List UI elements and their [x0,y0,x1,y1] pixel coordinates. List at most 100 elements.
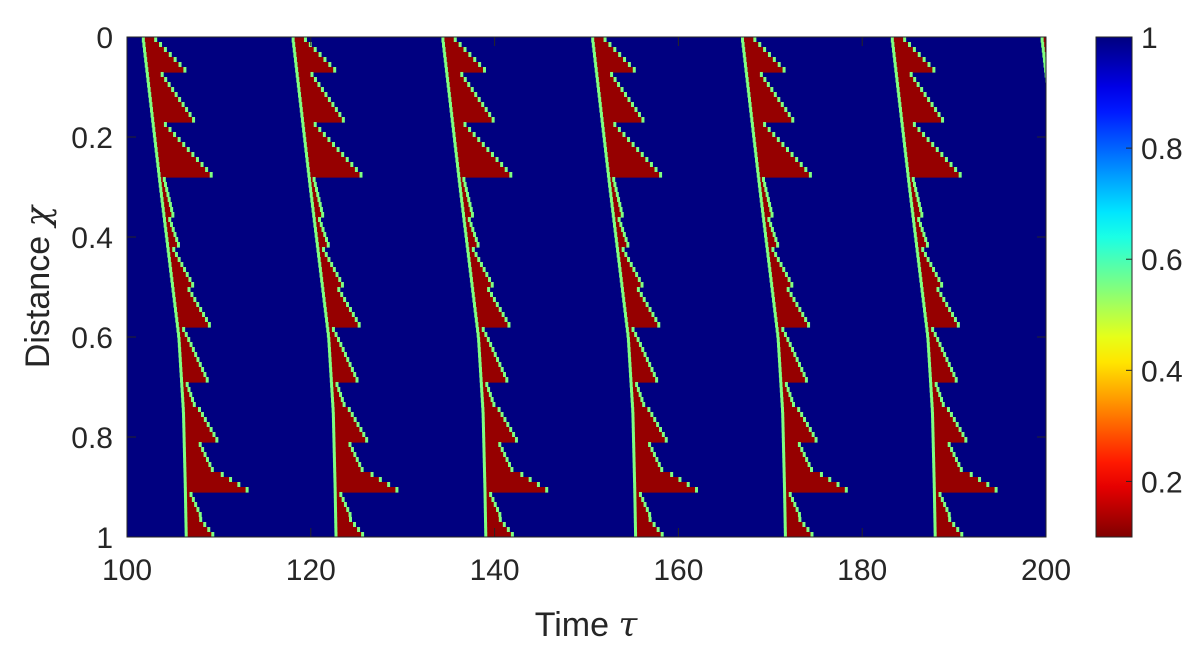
wave-cell [747,72,761,78]
wave-cell [749,92,775,98]
wave-cell [473,287,489,293]
wave-front-edge [293,57,297,63]
wave-front-edge [629,387,633,393]
wave-front-edge [782,477,786,483]
wave-cell [316,227,323,233]
wave-front-edge [782,457,786,463]
wave-cell [336,532,363,537]
wave-back-edge [347,407,351,413]
wave-back-edge [635,382,639,388]
wave-front-edge [151,117,155,123]
wave-cell [161,192,168,198]
wave-cell [757,162,801,168]
wave-front-edge [478,362,482,368]
wave-front-edge [1076,337,1079,343]
wave-front-edge [453,142,457,148]
wave-front-edge [149,107,153,113]
wave-cell [179,332,186,338]
wave-cell [1075,307,1099,313]
wave-front-edge [1081,412,1084,418]
wave-back-edge [798,517,802,523]
wave-cell [331,367,352,373]
wave-cell [898,82,918,88]
wave-front-edge [482,457,486,463]
wave-front-edge [929,392,933,398]
wave-front-edge [933,532,937,537]
wave-cell [784,467,811,473]
wave-front-edge [932,457,936,463]
wave-cell [167,237,177,243]
wave-front-edge [591,42,595,48]
wave-cell [1052,117,1092,123]
wave-back-edge [488,112,492,118]
wave-back-edge [509,172,513,178]
wave-front-edge [307,172,311,178]
wave-back-edge [920,227,924,233]
wave-front-edge [483,497,487,503]
wave-front-edge [770,287,774,293]
wave-cell [935,522,954,528]
wave-cell [745,57,774,63]
wave-cell [186,512,200,518]
wave-back-edge [482,267,486,273]
wave-back-edge [175,237,179,243]
wave-back-edge [612,177,616,183]
wave-back-edge [945,357,949,363]
wave-back-edge [478,62,482,68]
wave-back-edge [643,352,647,358]
wave-front-edge [1077,342,1080,348]
wave-front-edge [928,362,932,368]
wave-front-edge [628,357,632,363]
wave-front-edge [480,392,484,398]
wave-front-edge [632,472,636,478]
wave-back-edge [642,402,646,408]
wave-back-edge [202,312,206,318]
wave-cell [928,337,938,343]
wave-back-edge [686,482,690,488]
wave-back-edge [772,57,776,63]
colorbar-axis: 0.20.40.60.81 [1126,22,1183,499]
wave-back-edge [1091,347,1094,353]
wave-front-edge [604,152,608,158]
wave-back-edge [319,222,323,228]
wave-back-edge [462,177,466,183]
wave-back-edge [1074,252,1077,258]
wave-band [141,37,249,537]
wave-cell [930,362,949,368]
wave-back-edge [471,247,475,253]
wave-front-edge [332,457,336,463]
wave-back-edge [753,37,757,43]
wave-cell [774,302,797,308]
wave-cell [452,112,490,118]
wave-back-edge [620,87,624,93]
wave-cell [449,87,472,93]
wave-front-edge [633,517,637,523]
wave-back-edge [545,487,549,493]
wave-front-edge [484,532,488,537]
wave-cell [471,272,487,278]
wave-front-edge [447,92,451,98]
wave-front-edge [931,447,935,453]
wave-back-edge [814,437,818,443]
wave-back-edge [468,52,472,58]
wave-back-edge [1068,202,1071,208]
wave-front-edge [601,122,605,128]
wave-front-edge [608,187,612,193]
wave-back-edge [338,277,342,283]
wave-front-edge [921,292,925,298]
wave-front-edge [753,142,757,148]
wave-back-edge [473,232,477,238]
wave-cell [785,507,797,513]
wave-cell [304,132,324,138]
wave-back-edge [173,132,177,138]
wave-front-edge [461,207,465,213]
wave-front-edge [446,82,450,88]
wave-cell [608,172,661,178]
wave-front-edge [453,137,457,143]
wave-cell [177,322,209,328]
wave-cell [603,122,615,128]
wave-front-edge [757,177,761,183]
wave-back-edge [1088,492,1091,498]
wave-front-edge [451,127,455,133]
wave-front-edge [320,282,324,288]
